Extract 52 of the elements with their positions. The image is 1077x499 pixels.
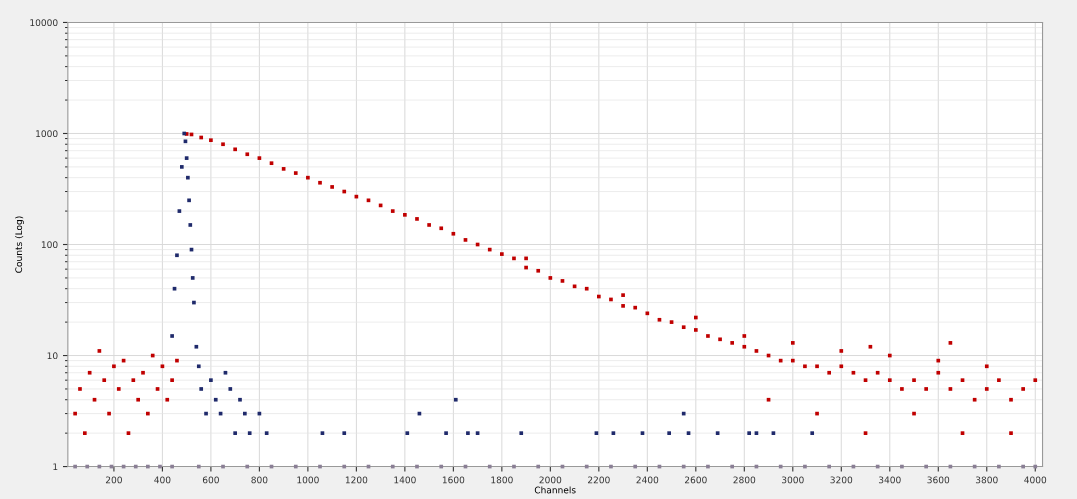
point (247, 431, 252, 435)
y-axis-title: Counts (Log) (15, 216, 24, 273)
y-tick-label: 100 (41, 241, 58, 249)
y-tick-label: 10 (47, 352, 58, 360)
x-axis-title: Channels (534, 486, 576, 494)
x-tick-label: 3200 (830, 476, 853, 484)
x-tick-label: 600 (202, 476, 219, 484)
point (519, 431, 524, 435)
point (466, 431, 470, 435)
x-tick-label: 200 (105, 476, 122, 484)
x-tick-label: 3800 (975, 476, 998, 484)
point (175, 253, 179, 258)
point (213, 397, 218, 402)
point (453, 397, 458, 402)
x-tick-label: 3600 (927, 476, 950, 484)
x-tick-label: 2000 (539, 476, 562, 484)
point (810, 431, 815, 435)
x-tick-label: 2200 (588, 476, 610, 484)
point (190, 276, 195, 280)
point (188, 223, 193, 227)
y-tick-label: 1000 (36, 130, 58, 138)
point (342, 431, 347, 435)
x-tick-label: 3400 (878, 476, 901, 484)
point (667, 431, 671, 435)
point (238, 397, 242, 402)
point (186, 175, 190, 180)
point (228, 387, 233, 391)
point (187, 198, 191, 203)
x-tick-label: 1800 (491, 476, 513, 484)
x-tick-label: 1000 (297, 476, 319, 484)
x-tick-label: 1600 (442, 476, 465, 484)
x-tick-label: 400 (154, 476, 171, 484)
x-tick-label: 3000 (782, 476, 804, 484)
point (233, 431, 237, 435)
x-tick-label: 1200 (345, 476, 368, 484)
x-tick-label: 2400 (636, 476, 659, 484)
y-tick-label: 10000 (30, 19, 58, 27)
y-tick-label: 1 (53, 463, 58, 470)
x-tick-label: 2600 (684, 476, 707, 484)
x-tick-label: 4000 (1024, 476, 1047, 484)
point (199, 387, 204, 391)
point (209, 378, 213, 383)
x-tick-label: 1400 (394, 476, 416, 484)
x-tick-label: 800 (251, 476, 268, 484)
point (264, 431, 269, 435)
point (196, 364, 201, 369)
x-tick-label: 2800 (733, 476, 756, 484)
point (405, 431, 410, 435)
point (179, 165, 184, 169)
point (444, 431, 448, 435)
point (170, 334, 174, 338)
point (747, 431, 751, 435)
